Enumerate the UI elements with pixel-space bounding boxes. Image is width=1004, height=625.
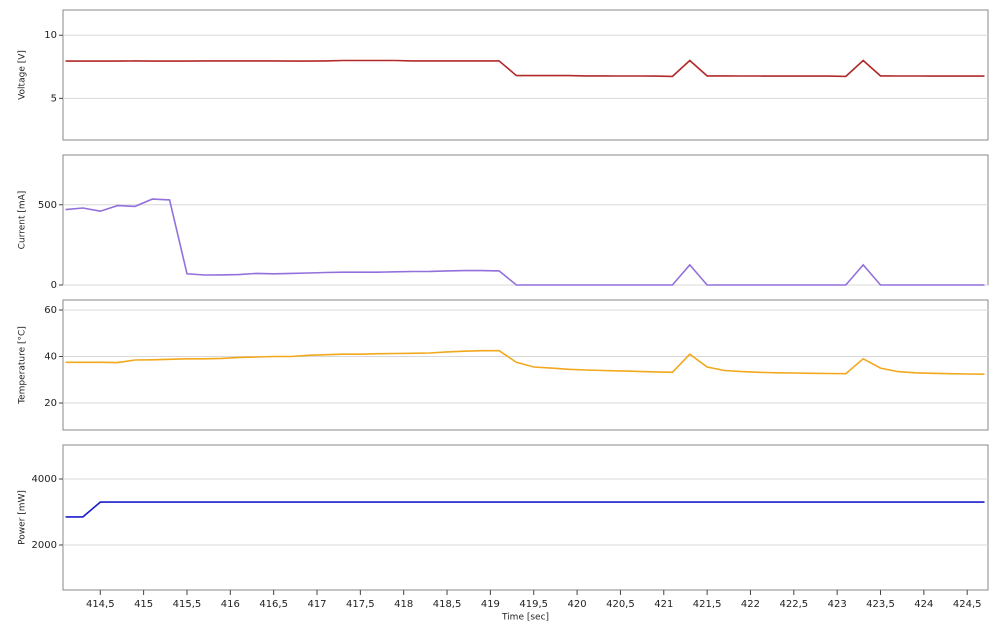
y-tick-label: 500	[38, 200, 57, 211]
x-tick-label: 424,5	[953, 599, 982, 610]
x-tick-label: 422,5	[779, 599, 808, 610]
x-tick-label: 414,5	[86, 599, 115, 610]
plot-area	[62, 444, 989, 591]
y-tick-label: 20	[44, 398, 57, 409]
y-tick-label: 2000	[32, 540, 57, 551]
y-tick-label: 4000	[32, 474, 57, 485]
x-tick-label: 420,5	[606, 599, 635, 610]
y-axis-label: Temperature [°C]	[18, 326, 28, 405]
y-tick-label: 40	[44, 352, 57, 363]
x-tick-label: 423,5	[866, 599, 895, 610]
x-tick-label: 418,5	[433, 599, 462, 610]
y-axis-label: Voltage [V]	[18, 50, 28, 100]
x-tick-label: 418	[394, 599, 413, 610]
data-line	[65, 198, 985, 286]
data-line	[65, 349, 985, 375]
x-tick-label: 417,5	[346, 599, 375, 610]
x-tick-label: 422	[741, 599, 760, 610]
x-tick-label: 419	[481, 599, 500, 610]
y-axis-label: Current [mA]	[18, 191, 28, 250]
x-tick-label: 421	[654, 599, 673, 610]
y-tick-label: 10	[44, 30, 57, 41]
y-tick-label: 60	[44, 305, 57, 316]
x-tick-label: 424	[914, 599, 933, 610]
y-tick-label: 5	[51, 93, 57, 104]
x-tick-label: 416,5	[259, 599, 288, 610]
x-tick-label: 417	[307, 599, 326, 610]
x-axis-label: Time [sec]	[501, 613, 549, 622]
x-tick-label: 420	[568, 599, 587, 610]
x-tick-label: 415,5	[173, 599, 202, 610]
data-line	[65, 59, 985, 78]
x-tick-label: 419,5	[519, 599, 548, 610]
plot-area	[62, 154, 989, 286]
x-tick-label: 423	[828, 599, 847, 610]
y-tick-label: 0	[51, 280, 57, 291]
x-tick-label: 421,5	[693, 599, 722, 610]
x-tick-label: 416	[221, 599, 240, 610]
x-tick-label: 415	[134, 599, 153, 610]
y-axis-label: Power [mW]	[18, 490, 28, 545]
data-line	[65, 501, 985, 518]
